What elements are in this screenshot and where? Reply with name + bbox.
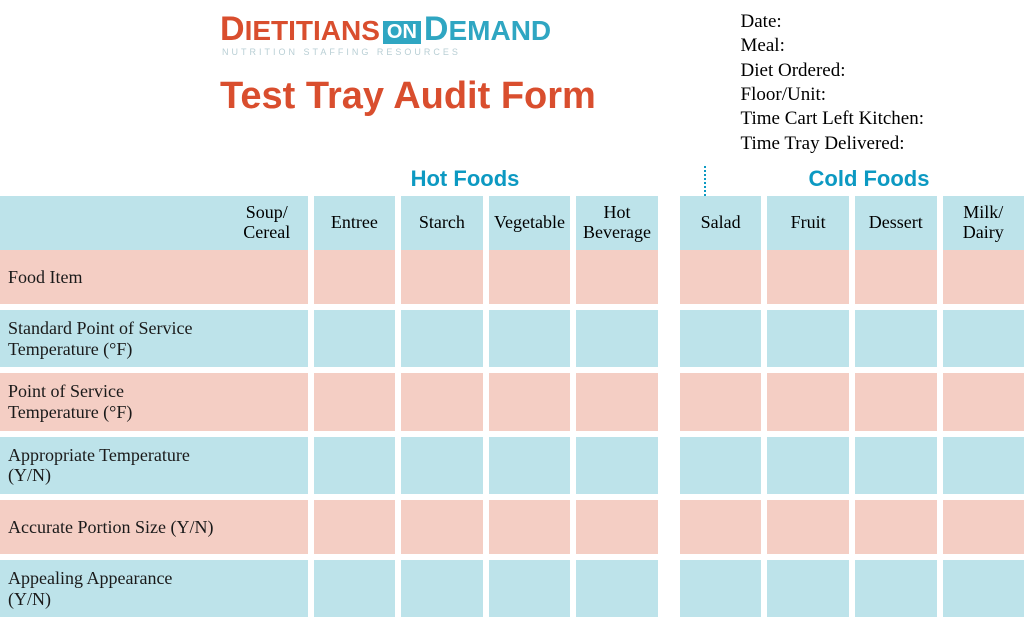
cell[interactable] — [314, 500, 396, 554]
col-salad: Salad — [680, 196, 762, 250]
table-row: Standard Point of Service Temperature (°… — [0, 310, 1024, 367]
cell[interactable] — [680, 437, 762, 494]
cell[interactable] — [226, 560, 308, 617]
cell[interactable] — [489, 437, 571, 494]
audit-table: Soup/Cereal Entree Starch Vegetable HotB… — [0, 196, 1024, 617]
cell[interactable] — [943, 373, 1024, 430]
col-fruit: Fruit — [767, 196, 849, 250]
meta-diet: Diet Ordered: — [741, 59, 924, 83]
cell[interactable] — [680, 560, 762, 617]
cell[interactable] — [226, 373, 308, 430]
cell[interactable] — [314, 310, 396, 367]
cell[interactable] — [943, 437, 1024, 494]
cell[interactable] — [401, 310, 483, 367]
row-label: Appealing Appearance (Y/N) — [0, 560, 226, 617]
col-starch: Starch — [401, 196, 483, 250]
meta-delivered: Time Tray Delivered: — [741, 132, 924, 156]
col-soup: Soup/Cereal — [226, 196, 308, 250]
cell[interactable] — [855, 250, 937, 304]
cell[interactable] — [680, 310, 762, 367]
col-hot-beverage: HotBeverage — [576, 196, 658, 250]
cell[interactable] — [943, 310, 1024, 367]
meta-fields: Date: Meal: Diet Ordered: Floor/Unit: Ti… — [741, 10, 1004, 156]
cell[interactable] — [943, 560, 1024, 617]
cell[interactable] — [226, 310, 308, 367]
header: DIETITIANS ON DEMAND NUTRITION STAFFING … — [0, 0, 1024, 156]
cell[interactable] — [489, 560, 571, 617]
meta-meal: Meal: — [741, 34, 924, 58]
table-row: Point of Service Temperature (°F) — [0, 373, 1024, 430]
cell[interactable] — [401, 500, 483, 554]
logo-and-title: DIETITIANS ON DEMAND NUTRITION STAFFING … — [20, 10, 596, 156]
cell[interactable] — [576, 373, 658, 430]
logo-word-dietitians: DIETITIANS — [220, 10, 380, 49]
cell[interactable] — [680, 500, 762, 554]
cell[interactable] — [314, 373, 396, 430]
col-vegetable: Vegetable — [489, 196, 571, 250]
cell[interactable] — [314, 437, 396, 494]
row-label: Point of Service Temperature (°F) — [0, 373, 226, 430]
cell[interactable] — [680, 250, 762, 304]
section-headers: Hot Foods Cold Foods — [0, 166, 1024, 192]
cell[interactable] — [767, 250, 849, 304]
cell[interactable] — [576, 250, 658, 304]
cell[interactable] — [226, 250, 308, 304]
meta-date: Date: — [741, 10, 924, 34]
logo-on-badge: ON — [383, 21, 421, 44]
cell[interactable] — [576, 310, 658, 367]
row-label: Standard Point of Service Temperature (°… — [0, 310, 226, 367]
table-row: Accurate Portion Size (Y/N) — [0, 500, 1024, 554]
cell[interactable] — [767, 560, 849, 617]
col-milk-dairy: Milk/Dairy — [943, 196, 1024, 250]
cell[interactable] — [767, 500, 849, 554]
cell[interactable] — [226, 500, 308, 554]
cell[interactable] — [855, 500, 937, 554]
section-cold-foods: Cold Foods — [714, 166, 1024, 192]
cell[interactable] — [489, 373, 571, 430]
table-row: Food Item — [0, 250, 1024, 304]
table-row: Appealing Appearance (Y/N) — [0, 560, 1024, 617]
cell[interactable] — [401, 250, 483, 304]
table-header-row: Soup/Cereal Entree Starch Vegetable HotB… — [0, 196, 1024, 250]
cell[interactable] — [401, 373, 483, 430]
cell[interactable] — [855, 560, 937, 617]
cell[interactable] — [943, 500, 1024, 554]
header-label-blank — [0, 196, 226, 250]
cell[interactable] — [767, 437, 849, 494]
logo: DIETITIANS ON DEMAND — [220, 10, 596, 49]
row-label: Appropriate Temperature (Y/N) — [0, 437, 226, 494]
cell[interactable] — [767, 373, 849, 430]
cell[interactable] — [767, 310, 849, 367]
cell[interactable] — [489, 310, 571, 367]
row-label: Accurate Portion Size (Y/N) — [0, 500, 226, 554]
cell[interactable] — [576, 560, 658, 617]
logo-word-demand: DEMAND — [424, 10, 551, 49]
table-row: Appropriate Temperature (Y/N) — [0, 437, 1024, 494]
cell[interactable] — [489, 500, 571, 554]
cell[interactable] — [943, 250, 1024, 304]
cell[interactable] — [576, 437, 658, 494]
cell[interactable] — [680, 373, 762, 430]
cell[interactable] — [576, 500, 658, 554]
meta-floor: Floor/Unit: — [741, 83, 924, 107]
cell[interactable] — [226, 437, 308, 494]
col-dessert: Dessert — [855, 196, 937, 250]
row-label: Food Item — [0, 250, 226, 304]
cell[interactable] — [489, 250, 571, 304]
col-entree: Entree — [314, 196, 396, 250]
section-hot-foods: Hot Foods — [226, 166, 704, 192]
cell[interactable] — [314, 250, 396, 304]
cell[interactable] — [314, 560, 396, 617]
cell[interactable] — [401, 560, 483, 617]
cell[interactable] — [401, 437, 483, 494]
cell[interactable] — [855, 437, 937, 494]
cell[interactable] — [855, 310, 937, 367]
page-title: Test Tray Audit Form — [220, 75, 596, 118]
cell[interactable] — [855, 373, 937, 430]
meta-cart: Time Cart Left Kitchen: — [741, 107, 924, 131]
